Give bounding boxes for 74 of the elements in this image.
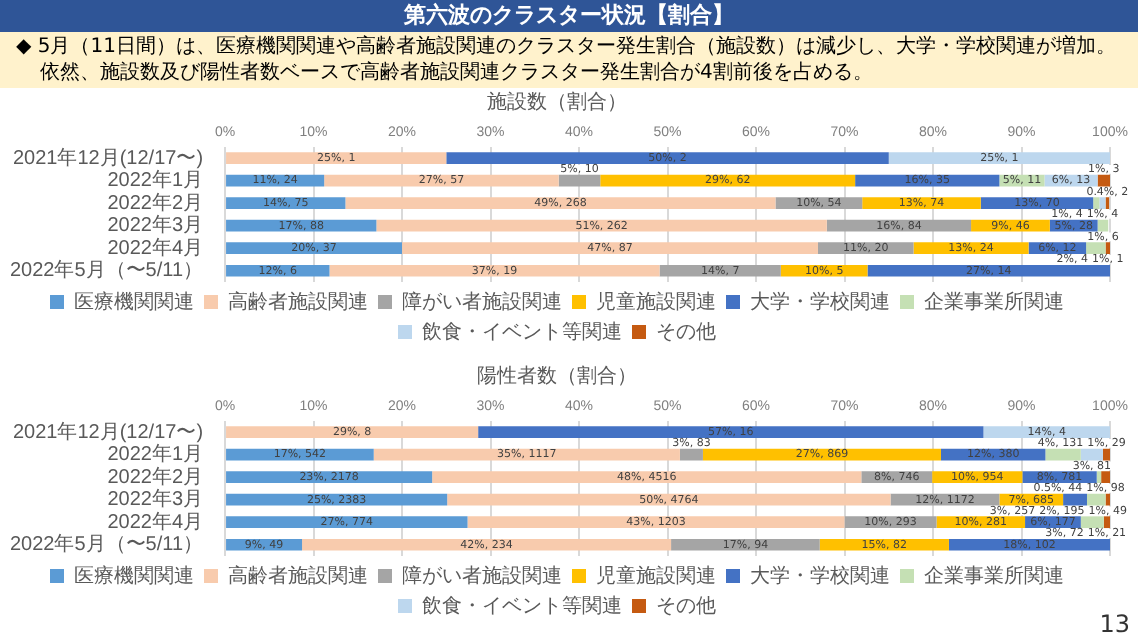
legend-label: 高齢者施設関連 bbox=[228, 289, 368, 314]
y-tick-label: 2022年3月 bbox=[107, 487, 204, 512]
y-tick-label: 2021年12月(12/17〜) bbox=[12, 145, 204, 170]
y-tick-label: 2022年1月 bbox=[107, 168, 204, 193]
y-tick-label: 2021年12月(12/17〜) bbox=[12, 419, 204, 444]
bar bbox=[558, 174, 601, 187]
chart-title: 施設数（割合） bbox=[487, 89, 627, 114]
bar bbox=[226, 493, 448, 506]
text: 第六波のクラスター状況【割合】 bbox=[0, 0, 1138, 32]
bar bbox=[329, 264, 660, 277]
bar bbox=[948, 538, 1110, 551]
bar bbox=[1099, 197, 1106, 209]
legend-label: 企業事業所関連 bbox=[924, 289, 1064, 314]
bar bbox=[1096, 471, 1102, 483]
bar bbox=[1093, 197, 1100, 209]
bar bbox=[1101, 471, 1110, 483]
text: ◆ 5月（11日間）は、医療機関関連や高齢者施設関連のクラスター発生割合（施設数）は減少し、大学・学校関連が増加。 bbox=[16, 34, 1118, 60]
legend-label: 障がい者施設関連 bbox=[402, 289, 562, 314]
legend-label: 企業事業所関連 bbox=[924, 563, 1064, 588]
legend-label: 医療機関関連 bbox=[74, 289, 194, 314]
bar bbox=[1086, 242, 1106, 255]
legend-label: 障がい者施設関連 bbox=[402, 563, 562, 588]
bar bbox=[1102, 448, 1110, 461]
bar bbox=[826, 219, 972, 232]
chart-title: 陽性者数（割合） bbox=[477, 363, 637, 388]
y-tick-label: 2022年4月 bbox=[107, 235, 204, 260]
y-tick-label: 2022年1月 bbox=[107, 442, 204, 467]
legend-label: 医療機関関連 bbox=[74, 563, 194, 588]
bar bbox=[1097, 174, 1110, 187]
bar bbox=[432, 471, 862, 483]
text: 依然、施設数及び陽性者数ベースで高齢者施設関連クラスター発生割合が4割前後を占める。 bbox=[38, 60, 875, 86]
bar bbox=[376, 219, 827, 232]
bar bbox=[679, 448, 703, 461]
y-tick-label: 2022年5月（〜5/11） bbox=[9, 532, 204, 557]
bar bbox=[671, 538, 820, 551]
bar bbox=[1086, 493, 1106, 506]
bar bbox=[226, 426, 479, 438]
bar bbox=[1103, 516, 1110, 529]
y-tick-label: 2022年2月 bbox=[107, 190, 204, 215]
bar bbox=[302, 538, 672, 551]
bar bbox=[478, 426, 984, 438]
bar bbox=[1080, 516, 1104, 529]
bar bbox=[1045, 448, 1081, 461]
bar bbox=[226, 219, 377, 232]
y-tick-label: 2022年3月 bbox=[107, 213, 204, 238]
bar bbox=[226, 242, 403, 255]
y-tick-label: 2022年5月（〜5/11） bbox=[9, 258, 204, 283]
bar bbox=[659, 264, 781, 277]
bar bbox=[467, 516, 845, 529]
legend-label: その他 bbox=[656, 319, 716, 344]
legend-label: 飲食・イベント等関連 bbox=[422, 593, 622, 618]
legend-label: その他 bbox=[656, 593, 716, 618]
bar bbox=[867, 264, 1110, 277]
bar bbox=[226, 516, 468, 529]
y-tick-label: 2022年2月 bbox=[107, 464, 204, 489]
legend-label: 児童施設関連 bbox=[596, 289, 716, 314]
bar bbox=[1080, 448, 1103, 461]
bar bbox=[983, 426, 1110, 438]
bar bbox=[1097, 219, 1109, 232]
bar bbox=[888, 152, 1110, 164]
bar bbox=[447, 493, 891, 506]
bar bbox=[446, 152, 889, 164]
legend-label: 児童施設関連 bbox=[596, 563, 716, 588]
y-tick-label: 2022年4月 bbox=[107, 509, 204, 534]
legend-label: 飲食・イベント等関連 bbox=[422, 319, 622, 344]
bar bbox=[226, 471, 433, 483]
legend-label: 大学・学校関連 bbox=[750, 289, 890, 314]
bar bbox=[402, 242, 818, 255]
legend-label: 高齢者施設関連 bbox=[228, 563, 368, 588]
bar bbox=[345, 197, 776, 209]
bar bbox=[1063, 493, 1087, 506]
text: 13 bbox=[1099, 610, 1130, 638]
legend-label: 大学・学校関連 bbox=[750, 563, 890, 588]
bar bbox=[226, 152, 447, 164]
